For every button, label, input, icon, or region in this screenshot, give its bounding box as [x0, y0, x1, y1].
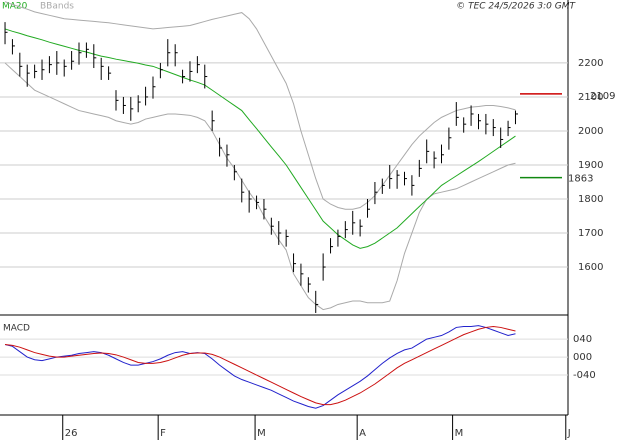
- x-tick-label: M: [455, 428, 464, 439]
- macd-title: MACD: [3, 324, 30, 334]
- level-label: 1863: [568, 174, 593, 185]
- ma20-line: [4, 28, 516, 249]
- x-tick-label: A: [359, 428, 366, 439]
- y-tick-label: 2000: [578, 126, 603, 137]
- y-tick-label: -040: [573, 370, 596, 381]
- x-tick-label: M: [257, 428, 266, 439]
- y-tick-label: 1900: [578, 160, 603, 171]
- y-tick-label: 2200: [578, 58, 603, 69]
- y-tick-label: 1600: [578, 262, 603, 273]
- macd-line: [4, 325, 516, 409]
- y-tick-label: 040: [573, 334, 592, 345]
- x-tick-label: J: [567, 428, 571, 439]
- legend-ma20: MA20: [2, 2, 28, 12]
- legend-bbands: BBands: [40, 2, 74, 12]
- signal-line: [4, 326, 516, 406]
- y-tick-label: 1800: [578, 194, 603, 205]
- level-label: 2109: [590, 91, 615, 102]
- credit: © TEC 24/5/2026 3:0 GMT: [456, 2, 576, 12]
- y-tick-label: 1700: [578, 228, 603, 239]
- bband-upper: [4, 1, 516, 210]
- y-tick-label: 000: [573, 352, 592, 363]
- x-tick-label: 26: [65, 428, 78, 439]
- x-tick-label: F: [160, 428, 166, 439]
- y-tick-label: 2100: [578, 92, 603, 103]
